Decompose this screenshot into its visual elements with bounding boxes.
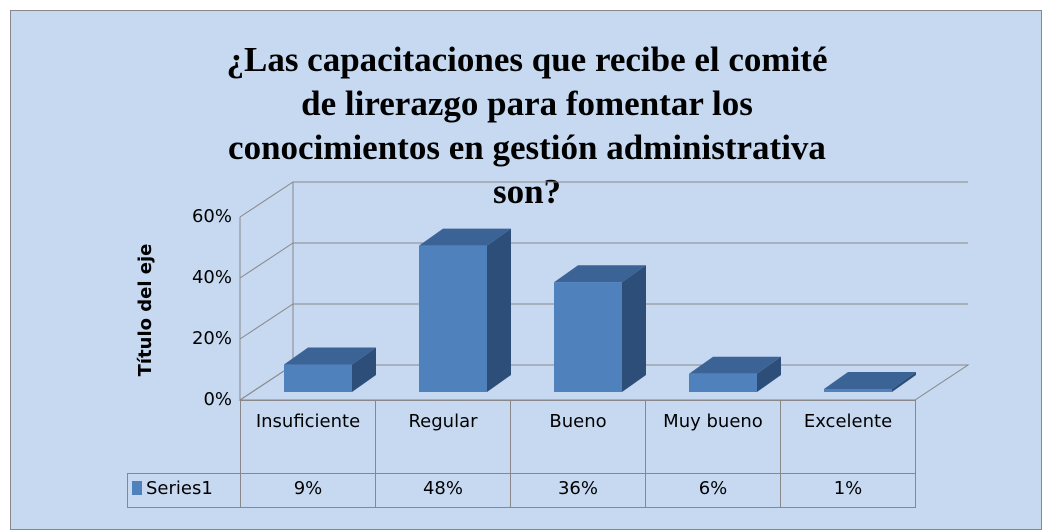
bar — [554, 282, 622, 392]
bar — [824, 388, 892, 392]
y-tick-label: 20% — [192, 328, 232, 349]
y-axis-title: Título del eje — [135, 244, 156, 377]
y-tick-label: 40% — [192, 267, 232, 288]
bar-top — [554, 265, 646, 283]
data-label: 9% — [240, 473, 376, 508]
x-tick-label: Regular — [375, 400, 511, 474]
x-tick-label-text: Regular — [408, 411, 478, 432]
chart-title-box: ¿Las capacitaciones que recibe el comité… — [10, 38, 1044, 214]
grid-line — [239, 303, 968, 340]
chart-area — [10, 10, 1042, 530]
legend-entry: Series1 — [127, 473, 241, 508]
bar — [419, 245, 487, 392]
data-label-text: 48% — [422, 478, 463, 499]
bar-side — [487, 228, 511, 392]
data-label-text: 6% — [698, 478, 728, 499]
chart-title: ¿Las capacitaciones que recibe el comité… — [226, 40, 828, 211]
bar-side — [757, 356, 781, 392]
grid-line — [239, 242, 968, 279]
data-label: 6% — [645, 473, 781, 508]
bar — [689, 373, 757, 392]
x-tick-label: Muy bueno — [645, 400, 781, 474]
bar-top — [419, 228, 511, 246]
y-tick-label: 60% — [192, 206, 232, 227]
grid-line — [239, 181, 968, 218]
legend-entry-text: Series1 — [146, 478, 213, 499]
x-tick-label: Excelente — [780, 400, 916, 474]
bar-side — [622, 265, 646, 392]
bar-top — [824, 371, 916, 389]
y-tick-label: 0% — [203, 389, 232, 410]
x-tick-label: Insuficiente — [240, 400, 376, 474]
x-tick-label-text: Excelente — [803, 411, 893, 432]
data-label: 48% — [375, 473, 511, 508]
data-label: 36% — [510, 473, 646, 508]
data-label-text: 36% — [557, 478, 598, 499]
data-label-text: 1% — [833, 478, 863, 499]
bar-side — [892, 371, 916, 392]
bar-top — [284, 347, 376, 365]
x-tick-label-text: Bueno — [549, 411, 607, 432]
x-tick-label-text: Muy bueno — [663, 411, 763, 432]
legend-key — [132, 481, 142, 495]
bar-side — [352, 347, 376, 392]
bar — [284, 364, 352, 392]
x-tick-label-text: Insuficiente — [255, 411, 361, 432]
data-label: 1% — [780, 473, 916, 508]
x-tick-label: Bueno — [510, 400, 646, 474]
data-label-text: 9% — [293, 478, 323, 499]
bar-top — [689, 356, 781, 374]
